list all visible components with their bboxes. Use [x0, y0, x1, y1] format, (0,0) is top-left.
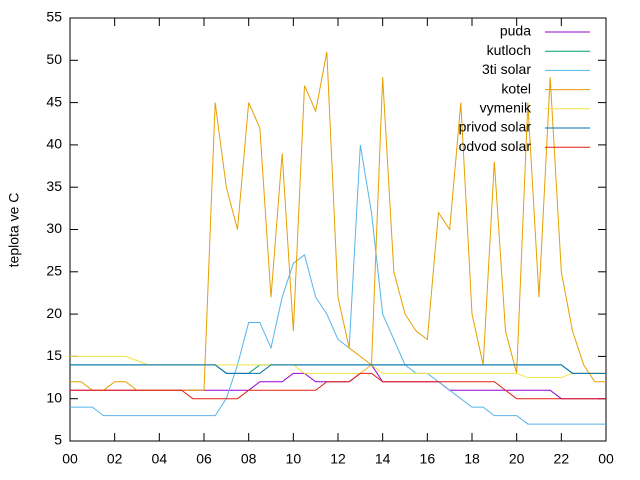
y-tick-label: 35: [46, 178, 62, 194]
legend-label: 3ti solar: [482, 61, 531, 77]
y-tick-label: 20: [46, 305, 62, 321]
legend-label: kutloch: [487, 42, 531, 58]
y-tick-label: 45: [46, 93, 62, 109]
legend-label: kotel: [501, 80, 531, 96]
x-tick-label: 18: [464, 451, 480, 467]
series-line: [70, 372, 606, 400]
x-tick-label: 08: [241, 451, 257, 467]
y-tick-label: 5: [54, 432, 62, 448]
y-tick-label: 10: [46, 389, 62, 405]
series-line: [70, 144, 606, 425]
legend-label: privod solar: [459, 119, 532, 135]
x-tick-label: 06: [196, 451, 212, 467]
x-tick-label: 04: [152, 451, 168, 467]
legend-label: puda: [500, 23, 531, 39]
x-tick-label: 22: [554, 451, 570, 467]
x-tick-label: 10: [286, 451, 302, 467]
series-line: [70, 355, 606, 379]
y-axis-label: teplota ve C: [6, 193, 22, 268]
x-tick-label: 14: [375, 451, 391, 467]
y-tick-label: 15: [46, 347, 62, 363]
x-tick-label: 02: [107, 451, 123, 467]
y-tick-label: 40: [46, 136, 62, 152]
x-tick-label: 12: [330, 451, 346, 467]
legend-label: odvod solar: [459, 138, 532, 154]
x-tick-label: 00: [598, 451, 614, 467]
y-tick-label: 50: [46, 51, 62, 67]
y-tick-label: 25: [46, 263, 62, 279]
y-tick-label: 55: [46, 9, 62, 25]
x-tick-label: 00: [62, 451, 78, 467]
y-tick-label: 30: [46, 220, 62, 236]
series-line: [70, 364, 606, 374]
x-tick-label: 20: [509, 451, 525, 467]
x-tick-label: 16: [420, 451, 436, 467]
legend-label: vymenik: [480, 100, 532, 116]
series-line: [70, 364, 606, 374]
